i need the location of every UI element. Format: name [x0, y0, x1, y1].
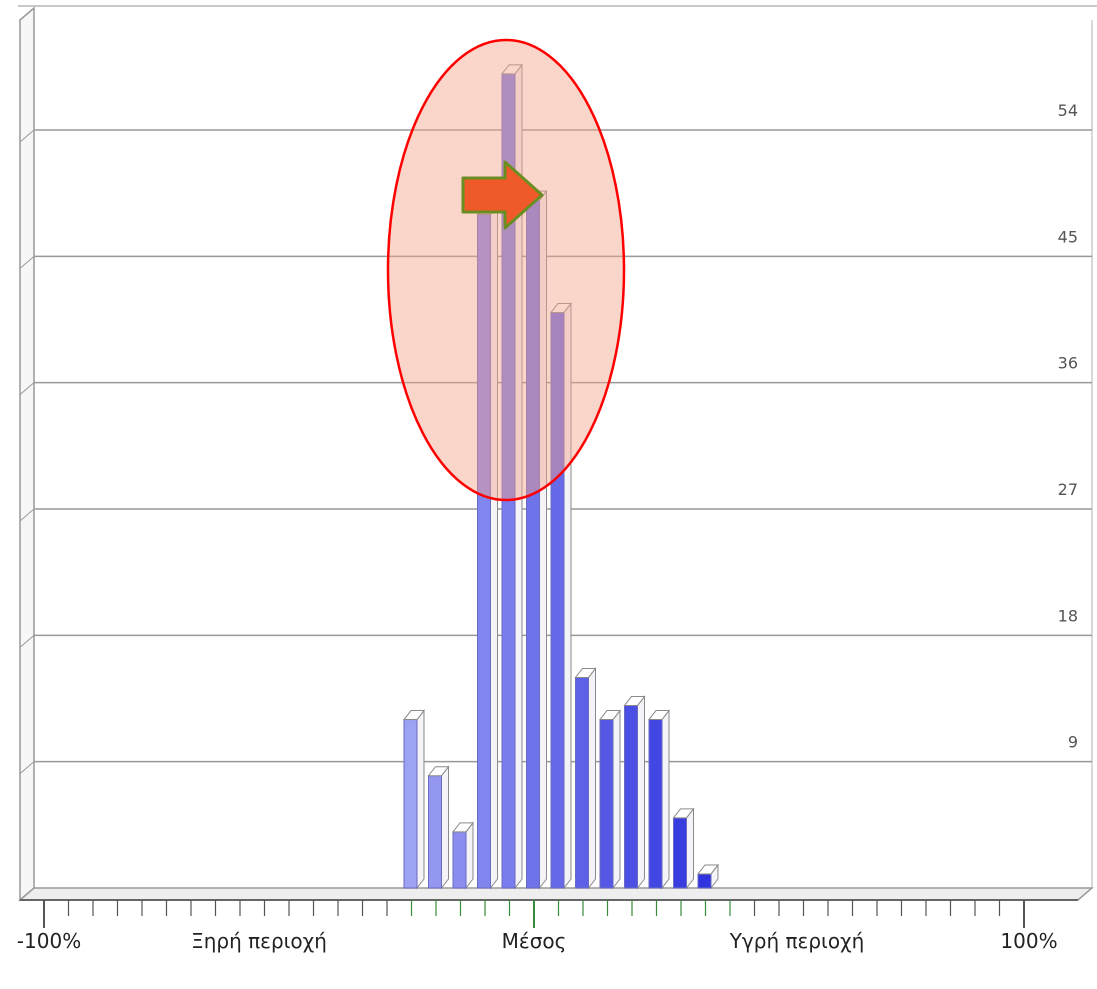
- bar-side: [661, 709, 670, 890]
- bars: [402, 63, 720, 890]
- bar-top: [451, 822, 475, 833]
- bar: [549, 302, 573, 890]
- gridline-diag-18: [19, 634, 35, 648]
- x-label-wet-area: Υγρή περιοχή: [729, 929, 865, 953]
- bar-side: [588, 666, 596, 890]
- bar-front: [428, 775, 442, 889]
- y-tick-label: 9: [1068, 733, 1078, 752]
- bar-side: [416, 709, 425, 890]
- bar-front: [697, 873, 712, 889]
- bar-front: [648, 719, 663, 889]
- highlight-ellipse: [386, 38, 626, 502]
- bar-front: [673, 817, 687, 889]
- bar-front: [452, 831, 467, 889]
- x-ticks: [43, 900, 1025, 928]
- bar-top: [598, 710, 622, 721]
- bar-top: [402, 710, 426, 721]
- gridline-diag-36: [19, 382, 35, 396]
- bar-side: [465, 821, 474, 890]
- chart-floor: [17, 887, 1095, 901]
- y-tick-labels: 9 18 27 36 45 54: [1058, 101, 1078, 752]
- bar: [647, 709, 671, 890]
- bar: [525, 189, 548, 890]
- left-wall: [19, 6, 35, 902]
- gridline-diag-27: [19, 508, 35, 522]
- gridline-diag-54: [19, 129, 35, 143]
- arrow-right-icon: [461, 160, 544, 230]
- bar: [574, 666, 597, 890]
- bar: [672, 807, 695, 890]
- bar-top: [427, 766, 450, 777]
- bar-top: [574, 667, 597, 678]
- y-tick-label: 36: [1058, 354, 1078, 373]
- x-label-minus-100: -100%: [17, 929, 81, 953]
- bar: [623, 695, 646, 890]
- gridline-diag-45: [19, 255, 35, 269]
- bar-side: [612, 709, 621, 890]
- x-label-dry-area: Ξηρή περιοχή: [191, 929, 327, 953]
- x-label-mean: Μέσος: [502, 929, 567, 953]
- bar-side: [686, 807, 694, 890]
- bar: [476, 203, 499, 890]
- bar: [500, 63, 524, 890]
- bar: [427, 765, 450, 890]
- bar-top: [623, 696, 646, 707]
- x-label-100: 100%: [1000, 929, 1057, 953]
- bar-top: [672, 808, 695, 819]
- bar: [598, 709, 622, 890]
- bar-side: [441, 765, 449, 890]
- y-tick-label: 18: [1058, 606, 1078, 625]
- bar-front: [403, 719, 418, 889]
- bar-front: [624, 705, 638, 889]
- y-tick-label: 27: [1058, 480, 1078, 499]
- bar-front: [575, 676, 589, 889]
- bar-side: [637, 695, 645, 890]
- bar: [402, 709, 426, 890]
- y-tick-label: 45: [1058, 227, 1078, 246]
- bar-top: [549, 302, 573, 313]
- bar-top: [696, 864, 720, 875]
- bar-top: [500, 64, 524, 75]
- gridline-diag-9: [19, 761, 35, 775]
- bar-top: [647, 710, 671, 721]
- y-tick-label: 54: [1058, 101, 1078, 120]
- bar-front: [599, 719, 614, 889]
- bar: [696, 863, 720, 890]
- bar: [451, 821, 475, 890]
